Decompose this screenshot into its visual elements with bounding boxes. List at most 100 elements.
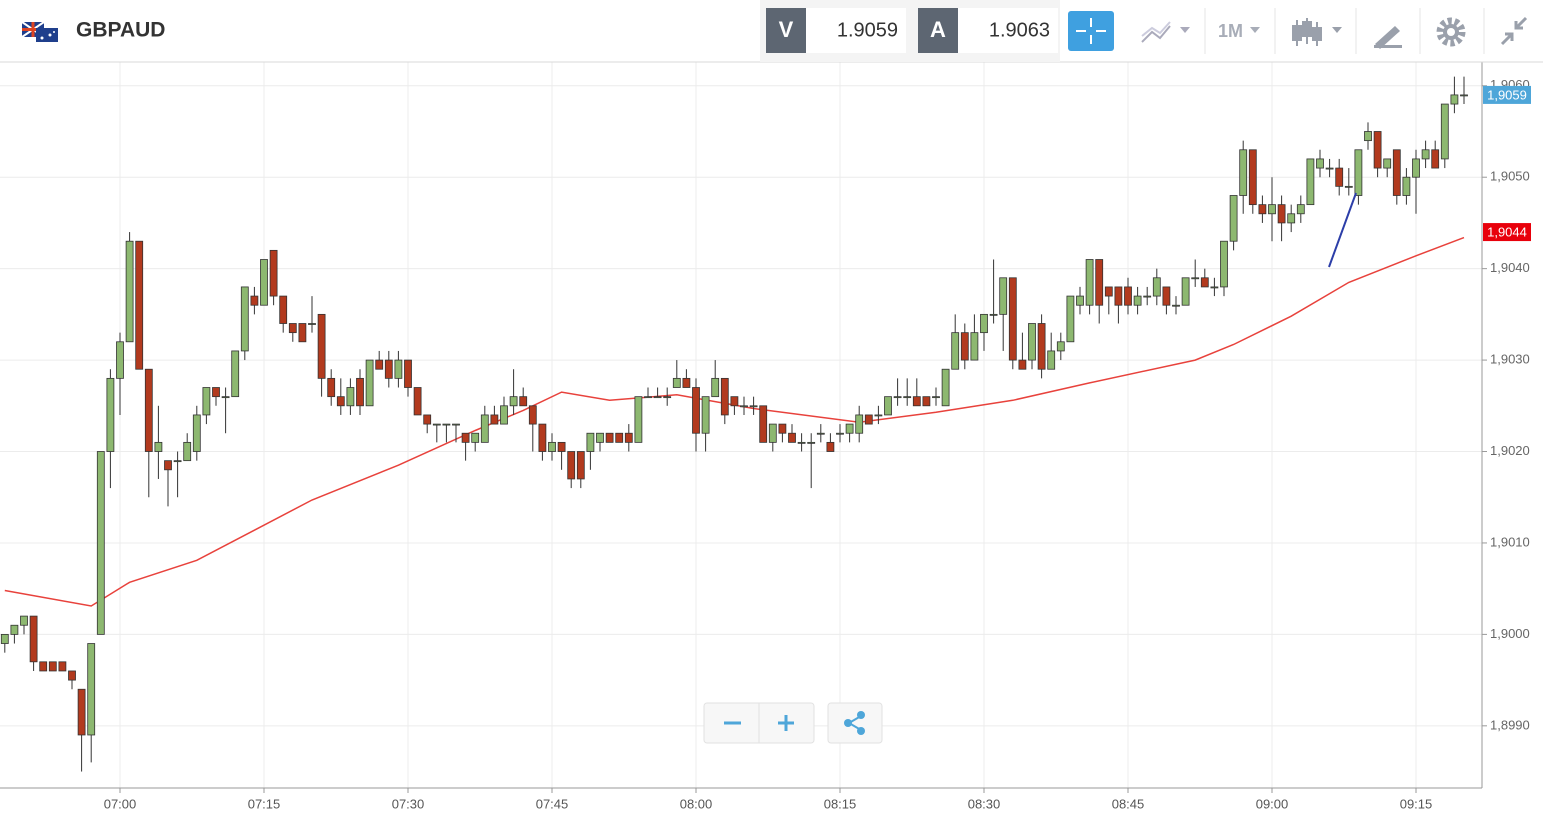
symbol: GBPAUD — [76, 19, 165, 42]
price-label-box — [1483, 223, 1531, 242]
candle-body — [269, 249, 278, 297]
candle-body — [1008, 277, 1017, 361]
candle-body — [730, 396, 739, 407]
x-tick-label: 09:00 — [1256, 796, 1289, 811]
moving-average-line — [4, 236, 1465, 607]
y-tick-label: 1,9050 — [1490, 169, 1530, 184]
candle-body — [1460, 94, 1468, 97]
candle-body — [519, 396, 528, 407]
ask-box[interactable] — [958, 8, 1058, 53]
candle-body — [615, 432, 624, 443]
plot-area: 07:00 07:15 07:30 07:45 08:00 08:15 08:30 08:45… — [0, 62, 1483, 811]
zoom-in-button[interactable] — [778, 715, 794, 731]
candle-body — [1421, 149, 1430, 160]
candle-body — [557, 441, 566, 452]
candle-body — [663, 396, 672, 399]
candle-body — [701, 396, 710, 434]
candle-body — [20, 615, 28, 626]
candle-body — [624, 432, 633, 443]
candle-body — [212, 387, 220, 398]
candle-body — [634, 396, 643, 443]
candle-body — [1239, 149, 1248, 196]
x-tick-label: 07:45 — [536, 796, 569, 811]
x-tick-label: 07:30 — [392, 796, 425, 811]
zoom-controls — [703, 702, 815, 744]
candle-body — [567, 451, 576, 480]
candle-body — [490, 414, 499, 425]
candle-body — [480, 414, 489, 443]
candle-body — [231, 350, 240, 398]
candle-body — [816, 432, 825, 435]
interval-button[interactable]: 1M — [1218, 21, 1243, 41]
bid-badge — [766, 8, 806, 53]
candle-body — [1373, 131, 1382, 169]
chart-type-button[interactable] — [1141, 21, 1190, 43]
candle-body — [788, 432, 796, 443]
bid-box[interactable] — [806, 8, 906, 53]
candle-body — [1056, 341, 1065, 352]
candles-button[interactable] — [1292, 18, 1342, 46]
price-label-box — [1483, 85, 1531, 104]
candle-body — [77, 688, 86, 736]
candle-body — [1181, 277, 1190, 306]
candle-body — [1133, 295, 1142, 306]
candle-body — [1210, 286, 1219, 289]
candle-body — [221, 396, 230, 399]
candle-body — [528, 405, 537, 425]
candle-body — [413, 387, 422, 416]
y-tick-label: 1,8990 — [1490, 717, 1530, 732]
interval-caret — [1250, 27, 1260, 33]
candle-body — [1047, 350, 1056, 370]
bid-price: 1.9059 — [837, 19, 898, 41]
candle-body — [596, 432, 604, 443]
candle-body — [317, 313, 326, 379]
candle-body — [605, 432, 614, 443]
crosshair-button[interactable] — [1068, 11, 1114, 51]
candle-body — [1306, 158, 1315, 206]
x-tick-label: 08:45 — [1112, 796, 1145, 811]
candle-body — [144, 368, 153, 452]
candle-body — [720, 377, 729, 416]
candle-body — [1152, 277, 1161, 297]
draw-button[interactable] — [1374, 26, 1402, 49]
candle-body — [884, 396, 892, 416]
candle-body — [768, 423, 777, 443]
candle-body — [384, 359, 393, 379]
candle-body — [1392, 149, 1401, 196]
candle-body — [778, 423, 787, 434]
y-tick-label: 1,9010 — [1490, 534, 1530, 549]
candle-body — [1364, 131, 1372, 142]
candle-body — [1277, 204, 1286, 224]
candle-body — [58, 661, 67, 672]
candle-body — [1248, 149, 1257, 206]
candle-body — [336, 396, 345, 407]
candle-body — [1200, 277, 1209, 288]
candle-body — [356, 377, 364, 407]
candle-body — [845, 423, 854, 434]
candle-body — [164, 460, 172, 471]
y-tick-label: 1,9000 — [1490, 626, 1530, 641]
candle-body — [135, 240, 144, 370]
candle-body — [106, 377, 115, 452]
candle-body — [836, 432, 844, 435]
candle-body — [1085, 259, 1094, 306]
candle-body — [653, 396, 662, 399]
candle-body — [116, 341, 124, 379]
bid-label: V — [779, 17, 794, 42]
candle-body — [682, 377, 691, 388]
candle-body — [912, 396, 921, 407]
candle-body — [202, 387, 211, 416]
candle-body — [548, 441, 556, 452]
candle-body — [279, 295, 288, 324]
candle-body — [1037, 323, 1046, 370]
candle-body — [903, 396, 912, 399]
x-tick-label: 08:15 — [824, 796, 857, 811]
candle-body — [471, 432, 480, 443]
candle-body — [452, 423, 460, 426]
collapse-button[interactable] — [1500, 16, 1528, 46]
candle-body — [932, 396, 940, 399]
settings-button[interactable] — [1436, 17, 1466, 47]
share-button[interactable] — [827, 702, 883, 744]
